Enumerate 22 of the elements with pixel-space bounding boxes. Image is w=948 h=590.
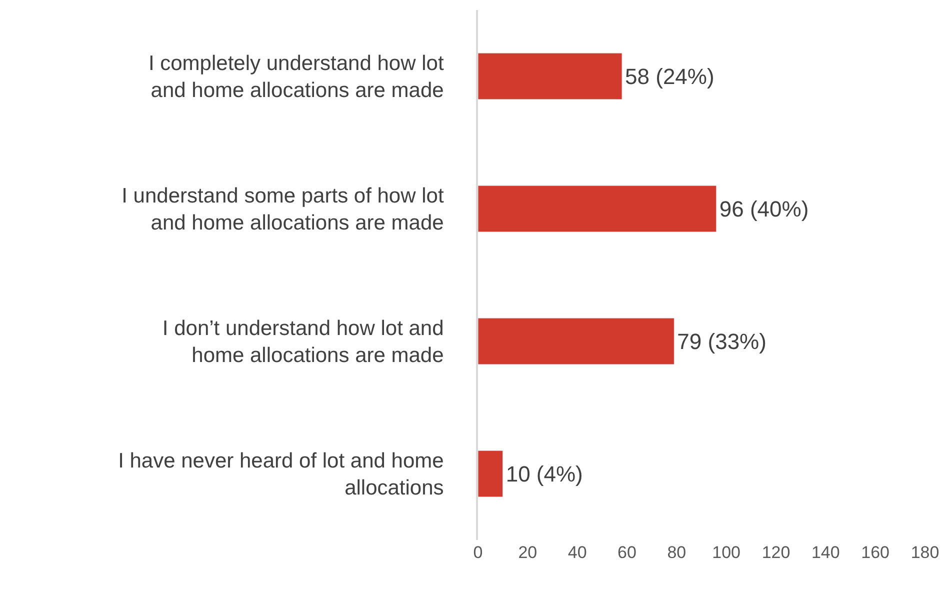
bar — [478, 450, 504, 498]
y-tick-label: I understand some parts of how lot and home allocations are made — [122, 184, 444, 235]
x-tick-label: 80 — [667, 543, 686, 562]
x-tick-label: 0 — [473, 543, 483, 562]
bar — [478, 185, 717, 232]
bar — [478, 52, 622, 100]
x-tick-label: 120 — [762, 543, 790, 562]
data-label: 10 (4%) — [506, 461, 583, 486]
bar — [478, 318, 674, 365]
x-tick-label: 60 — [618, 543, 636, 562]
y-tick-label: I completely understand how lot and home allocations are made — [148, 52, 444, 102]
x-tick-label: 160 — [861, 543, 890, 562]
x-tick-label: 40 — [568, 543, 587, 562]
y-tick-label: I have never heard of lot and home allocations — [118, 449, 444, 500]
x-tick-label: 180 — [910, 543, 940, 562]
x-tick-label: 20 — [518, 543, 538, 562]
data-label: 58 (24%) — [625, 64, 714, 89]
x-tick-label: 140 — [811, 543, 840, 562]
y-tick-label: I don’t understand how lot and home allocations are made — [162, 316, 444, 368]
x-tick-label: 100 — [712, 543, 741, 562]
data-label: 96 (40%) — [719, 196, 809, 222]
data-label: 79 (33%) — [677, 328, 766, 354]
